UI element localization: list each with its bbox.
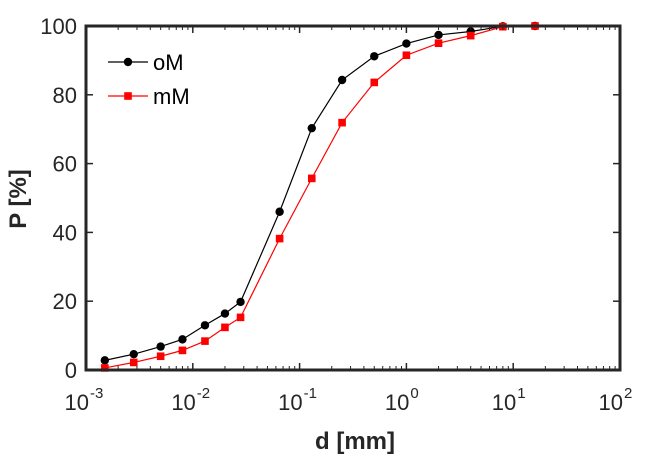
data-point-mM [178, 346, 187, 355]
legend-label-mM: mM [153, 84, 190, 109]
data-point-oM [402, 39, 411, 48]
data-point-mM [129, 358, 138, 367]
x-tick-label-base: 10 [599, 390, 623, 415]
data-point-mM [221, 323, 229, 332]
x-tick-label: 10 0 [385, 385, 419, 415]
x-axis-title: d [mm] [315, 428, 395, 455]
data-point-oM [275, 207, 284, 216]
data-point-mM [370, 78, 379, 87]
y-tick-label: 0 [65, 358, 77, 383]
data-point-mM [201, 337, 209, 345]
legend-marker-mM [124, 92, 132, 100]
y-tick-label: 40 [53, 220, 77, 245]
series-line-oM [104, 25, 536, 361]
x-tick-label: 10 -1 [278, 385, 317, 415]
data-point-oM [220, 309, 230, 318]
y-tick-label: 80 [53, 83, 77, 108]
x-tick-label: 10 -2 [171, 385, 210, 415]
data-point-oM [307, 123, 316, 133]
data-point-mM [101, 364, 109, 372]
x-tick-label: 10 1 [492, 385, 526, 415]
x-tick-label-base: 10 [65, 390, 89, 415]
data-point-mM [236, 313, 245, 322]
x-tick-label-exponent: -2 [197, 385, 210, 402]
data-point-mM [338, 118, 346, 127]
data-point-oM [156, 342, 165, 351]
plot-area [86, 21, 620, 372]
data-point-oM [100, 356, 110, 365]
legend-label-oM: oM [153, 50, 184, 75]
plot-background [86, 26, 620, 370]
data-point-oM [370, 52, 379, 61]
data-point-oM [236, 297, 245, 307]
data-point-mM [156, 352, 165, 361]
data-point-mM [434, 39, 443, 47]
x-tick-label-exponent: 1 [517, 385, 525, 402]
data-point-oM [434, 30, 443, 40]
x-tick-label-base: 10 [492, 390, 516, 415]
legend: oM mM [108, 50, 190, 109]
x-tick-label-exponent: -1 [304, 385, 317, 402]
data-point-mM [307, 174, 316, 183]
data-point-mM [466, 31, 475, 40]
y-tick-label: 20 [53, 289, 77, 314]
data-point-oM [337, 75, 347, 85]
x-tick-label: 10 -3 [65, 385, 104, 415]
data-point-oM [178, 335, 187, 344]
axes-box [84, 24, 622, 372]
x-tick-label-exponent: -3 [90, 385, 103, 402]
data-point-mM [275, 234, 284, 243]
x-tick-label-base: 10 [385, 390, 409, 415]
x-tick-label-base: 10 [278, 390, 302, 415]
data-point-mM [402, 51, 411, 60]
data-point-oM [200, 321, 210, 330]
y-axis-title: P [%] [5, 169, 32, 229]
y-tick-label: 60 [53, 152, 77, 177]
legend-marker-oM [123, 57, 133, 67]
x-tick-label: 10 2 [599, 385, 633, 415]
data-point-oM [129, 349, 138, 359]
x-tick-label-base: 10 [171, 390, 195, 415]
x-tick-label-exponent: 2 [624, 385, 632, 402]
x-tick-label-exponent: 0 [410, 385, 418, 402]
y-tick-label: 100 [40, 14, 77, 39]
series-line-mM [104, 25, 536, 369]
